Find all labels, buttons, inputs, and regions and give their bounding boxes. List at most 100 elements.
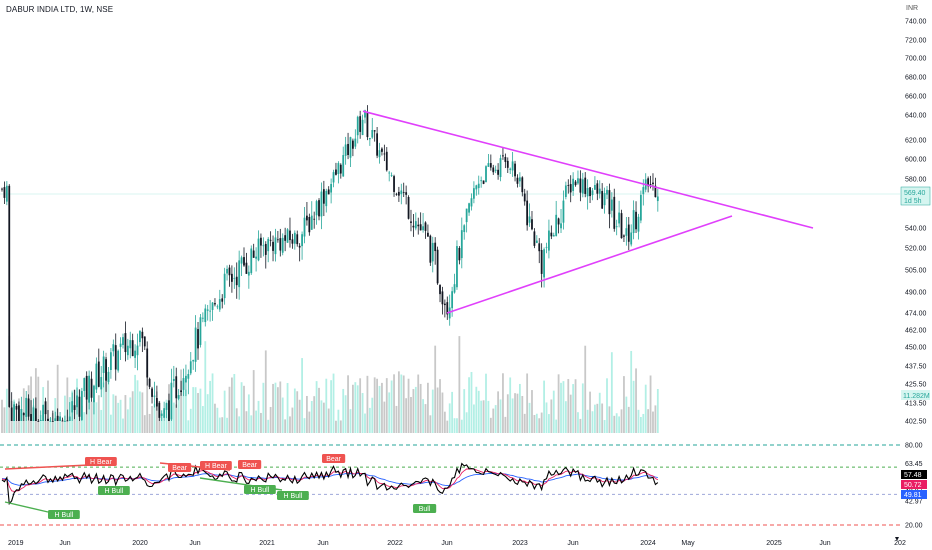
triangle-pattern[interactable]: [362, 110, 814, 314]
volume-bar: [318, 387, 320, 433]
volume-bar: [388, 392, 391, 433]
last-price-countdown: 1d 5h: [904, 198, 922, 205]
price-axis-label: 450.00: [905, 345, 927, 352]
volume-bar: [603, 420, 606, 433]
candle-body: [366, 112, 369, 138]
volume-bar: [422, 399, 424, 433]
symbol-title[interactable]: DABUR INDIA LTD, 1W, NSE: [6, 5, 114, 14]
volume-bar: [385, 378, 388, 433]
volume-bar: [492, 408, 495, 433]
candle-body: [400, 190, 403, 195]
candle-body: [422, 226, 424, 231]
candle-body: [122, 337, 124, 346]
volume-bar: [301, 358, 303, 433]
divergence-label-bg: [98, 486, 130, 495]
candle-body: [303, 217, 306, 237]
candle-body: [364, 110, 366, 118]
price-axis-label: 740.00: [905, 19, 927, 26]
volume-bar: [185, 389, 187, 433]
price-axis-label: 505.00: [905, 268, 927, 275]
volume-tag: 11.282M: [901, 390, 930, 400]
candle-body: [368, 137, 371, 140]
candle-body: [73, 405, 76, 410]
candle-body: [93, 385, 95, 403]
candle-body: [83, 378, 86, 391]
candle-body: [143, 336, 146, 347]
candle-body: [649, 184, 652, 186]
candle-body: [405, 192, 408, 195]
divergence-label-bg: [244, 485, 276, 494]
candle-body: [383, 153, 386, 155]
volume-bar: [637, 409, 640, 433]
volume-bar: [581, 383, 584, 433]
candle-body: [194, 327, 197, 362]
volume-bar: [194, 387, 197, 433]
volume-bar: [381, 382, 383, 433]
candle-body: [216, 306, 219, 308]
candle-body: [327, 189, 330, 195]
candle-body: [10, 407, 13, 421]
bear-divergence-label: H Bear: [200, 461, 232, 470]
candle-body: [192, 360, 195, 362]
volume-bar: [572, 384, 575, 433]
volume-bar: [119, 399, 122, 433]
candle-body: [613, 196, 616, 229]
candle-body: [436, 249, 439, 284]
candle-body: [441, 291, 444, 305]
volume-bar: [419, 383, 422, 433]
candle-body: [337, 163, 340, 175]
candle-body: [80, 391, 83, 421]
candle-body: [540, 250, 543, 274]
candle-body: [238, 260, 241, 288]
volume-tag-value: 11.282M: [903, 393, 930, 400]
price-axis-label: 413.50: [905, 401, 927, 408]
bear-divergence-label: Bear: [168, 463, 192, 472]
volume-bar: [436, 387, 439, 433]
volume-bar: [240, 382, 243, 433]
volume-bar: [518, 383, 521, 433]
candle-body: [97, 361, 100, 387]
candle-body: [34, 408, 37, 421]
volume-bar: [245, 411, 248, 433]
candle-body: [160, 413, 163, 416]
candle-body: [623, 235, 625, 237]
candle-body: [90, 378, 93, 398]
price-axis-label: 490.00: [905, 290, 927, 297]
volume-bar: [146, 355, 149, 433]
candle-body: [458, 248, 461, 261]
candle-body: [54, 418, 57, 421]
volume-bar: [201, 406, 204, 433]
volume-bar: [114, 395, 117, 433]
candle-body: [226, 268, 228, 274]
candle-body: [95, 363, 98, 390]
volume-bar: [424, 404, 427, 433]
time-axis-label: 2019: [8, 540, 24, 547]
candle-body: [589, 187, 591, 197]
price-axis-label: 720.00: [905, 38, 927, 45]
candle-body: [567, 185, 570, 186]
volume-bar: [448, 403, 451, 433]
volume-bar: [356, 385, 359, 433]
volume-bar: [5, 388, 8, 433]
candle-body: [446, 302, 449, 315]
candle-body: [543, 249, 545, 278]
volume-bar: [325, 378, 328, 433]
volume-bar: [395, 405, 398, 433]
candle-body: [284, 235, 287, 241]
candle-body: [560, 223, 562, 229]
candle-body: [255, 256, 257, 259]
candle-body: [574, 181, 577, 186]
candle-body: [49, 421, 52, 422]
volume-bar: [102, 382, 105, 433]
candle-body: [257, 238, 260, 261]
candle-body: [533, 231, 536, 246]
candle-body: [523, 193, 526, 202]
candle-body: [262, 245, 265, 247]
volume-bar: [39, 414, 42, 433]
candle-body: [349, 137, 352, 158]
volume-bar: [639, 417, 642, 433]
volume-bar: [567, 379, 570, 433]
divergence-label-text: Bear: [242, 462, 257, 469]
candle-body: [344, 144, 347, 156]
